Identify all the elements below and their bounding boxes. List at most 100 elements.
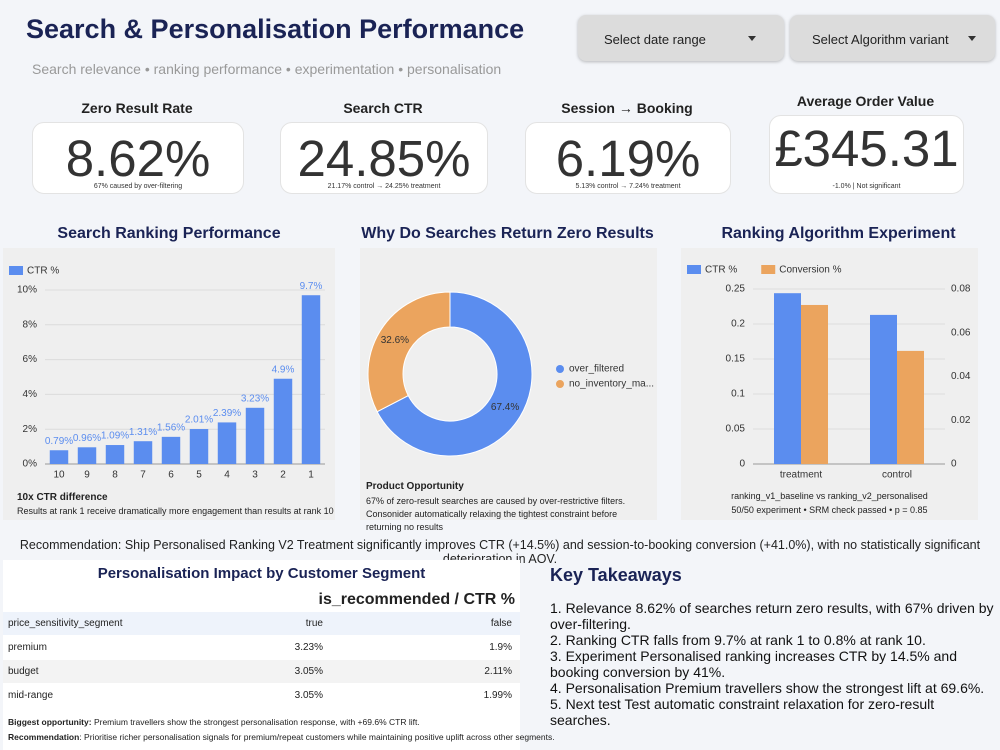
table-title: Personalisation Impact by Customer Segme… — [97, 565, 426, 582]
value-label: 2.39% — [213, 408, 241, 419]
pie-slice — [367, 291, 451, 413]
bar — [301, 295, 321, 464]
table-row: mid-range 3.05% 1.99% — [3, 684, 520, 707]
value-label: 0.96% — [73, 433, 101, 444]
y-tick-label: 0.2 — [731, 319, 745, 330]
table-cell: 3.05% — [294, 666, 323, 677]
chart-title: Why Do Searches Return Zero Results — [361, 225, 654, 242]
x-tick-label: 10 — [53, 470, 65, 481]
table-cell: 2.11% — [484, 666, 512, 677]
kpi-note: 21.17% control → 24.25% treatment — [327, 183, 441, 190]
slice-label: 67.4% — [491, 402, 519, 413]
y-tick-label: 0% — [23, 459, 38, 470]
bar — [189, 429, 209, 464]
kpi-label: Average Order Value — [796, 93, 935, 109]
x-tick-label: 2 — [280, 470, 286, 481]
table-cell: budget — [8, 666, 39, 677]
x-tick-label: 5 — [196, 470, 202, 481]
variant-filter[interactable]: Select Algorithm variant — [790, 15, 995, 61]
bar — [49, 450, 69, 464]
value-label: 4.9% — [272, 364, 295, 375]
bar — [245, 407, 265, 464]
table-note: Biggest opportunity: Premium travellers … — [8, 717, 420, 727]
date-filter[interactable]: Select date range — [578, 15, 784, 61]
slice-label: 32.6% — [381, 335, 409, 346]
bar — [801, 304, 828, 464]
y-tick-label: 10% — [17, 285, 37, 296]
y-tick-label: 0 — [739, 459, 745, 470]
table-column-header: is_recommended / CTR % — [318, 591, 516, 608]
y-tick-label: 0.04 — [951, 371, 971, 382]
legend-label: CTR % — [705, 265, 737, 276]
kpi-note: 67% caused by over-filtering — [93, 183, 183, 190]
takeaway-item: 1. Relevance 8.62% of searches return ze… — [550, 600, 994, 632]
filter-label: Select Algorithm variant — [812, 32, 949, 47]
legend-label: Conversion % — [779, 265, 841, 276]
kpi-value: 24.85% — [297, 130, 471, 187]
zero-result-chart: 67.4% over_filtered 32.6% no_inventory_ma..… — [367, 291, 654, 457]
kpi-note: 5.13% control → 7.24% treatment — [575, 183, 681, 190]
table-cell: premium — [8, 642, 47, 653]
chart-note: 67% of zero-result searches are caused b… — [366, 496, 626, 532]
legend-swatch — [9, 266, 23, 275]
bar — [105, 445, 125, 464]
table-note: Recommendation: Prioritise richer person… — [8, 732, 555, 742]
legend-swatch — [556, 380, 564, 388]
x-tick-label: treatment — [780, 470, 822, 481]
table-cell: price_sensitivity_segment — [8, 618, 123, 629]
bar — [774, 293, 801, 464]
table-cell: 1.99% — [483, 690, 512, 701]
chart-note-title: 10x CTR difference — [17, 492, 108, 503]
filter-label: Select date range — [604, 32, 706, 47]
chart-note-title: Product Opportunity — [366, 481, 464, 492]
bar — [897, 350, 924, 464]
takeaways-list: 1. Relevance 8.62% of searches return ze… — [550, 600, 995, 728]
bar — [77, 447, 97, 464]
kpi-value: 8.62% — [65, 130, 211, 187]
value-label: 0.79% — [45, 436, 73, 447]
x-tick-label: 3 — [252, 470, 258, 481]
value-label: 2.01% — [185, 415, 213, 426]
chart-panel: 0% 2% 4% 6% 8% 10% CTR % 10 0.79% 9 0.96% 8 1.09% 7 1.… — [3, 248, 335, 520]
table-cell: 3.23% — [294, 642, 323, 653]
y-tick-label: 6% — [23, 354, 38, 365]
y-tick-label: 0.25 — [726, 284, 746, 295]
kpi-value: 6.19% — [555, 130, 701, 187]
takeaway-item: 2. Ranking CTR falls from 9.7% at rank 1… — [550, 632, 926, 648]
y-tick-label: 0.15 — [726, 354, 746, 365]
x-tick-label: 8 — [112, 470, 118, 481]
value-label: 9.7% — [300, 281, 323, 292]
table-cell: false — [490, 618, 512, 629]
chart-note: Results at rank 1 receive dramatically m… — [17, 506, 334, 516]
page-title: Search & Personalisation Performance — [26, 14, 525, 44]
page-subtitle: Search relevance • ranking performance •… — [32, 61, 502, 77]
table-cell: 1.9% — [489, 642, 512, 653]
legend-label: over_filtered — [569, 364, 624, 375]
kpi-card: 24.85% 21.17% control → 24.25% treatment — [280, 122, 488, 194]
chart-panel: 67.4% over_filtered 32.6% no_inventory_ma..… — [360, 248, 657, 532]
value-label: 1.09% — [101, 431, 129, 442]
legend-swatch — [761, 265, 776, 274]
kpi-label: Search CTR — [343, 100, 423, 116]
dropdown-arrow — [748, 36, 756, 41]
bar — [870, 314, 897, 464]
takeaway-item: 5. Next test Test automatic constraint r… — [550, 696, 935, 728]
x-tick-label: 1 — [308, 470, 314, 481]
chart-note: 50/50 experiment • SRM check passed • p … — [731, 505, 928, 515]
legend-label: no_inventory_ma... — [569, 379, 654, 390]
kpi-card: 6.19% 5.13% control → 7.24% treatment — [525, 122, 731, 194]
x-tick-label: 7 — [140, 470, 146, 481]
chart-note: ranking_v1_baseline vs ranking_v2_person… — [731, 491, 928, 501]
x-tick-label: 6 — [168, 470, 174, 481]
takeaways-title: Key Takeaways — [550, 565, 682, 585]
table-cell: true — [305, 618, 323, 629]
table-row: budget 3.05% 2.11% — [3, 660, 520, 683]
value-label: 3.23% — [241, 393, 269, 404]
legend-label: CTR % — [27, 266, 59, 277]
bar — [161, 436, 181, 464]
kpi-card: £345.31 -1.0% | Not significant — [769, 115, 964, 194]
ranking-chart: 0% 2% 4% 6% 8% 10% CTR % 10 0.79% 9 0.96% 8 1.09% 7 1.… — [9, 266, 325, 481]
note-text: Premium travellers show the strongest pe… — [91, 717, 420, 727]
table-cell: 3.05% — [294, 690, 323, 701]
